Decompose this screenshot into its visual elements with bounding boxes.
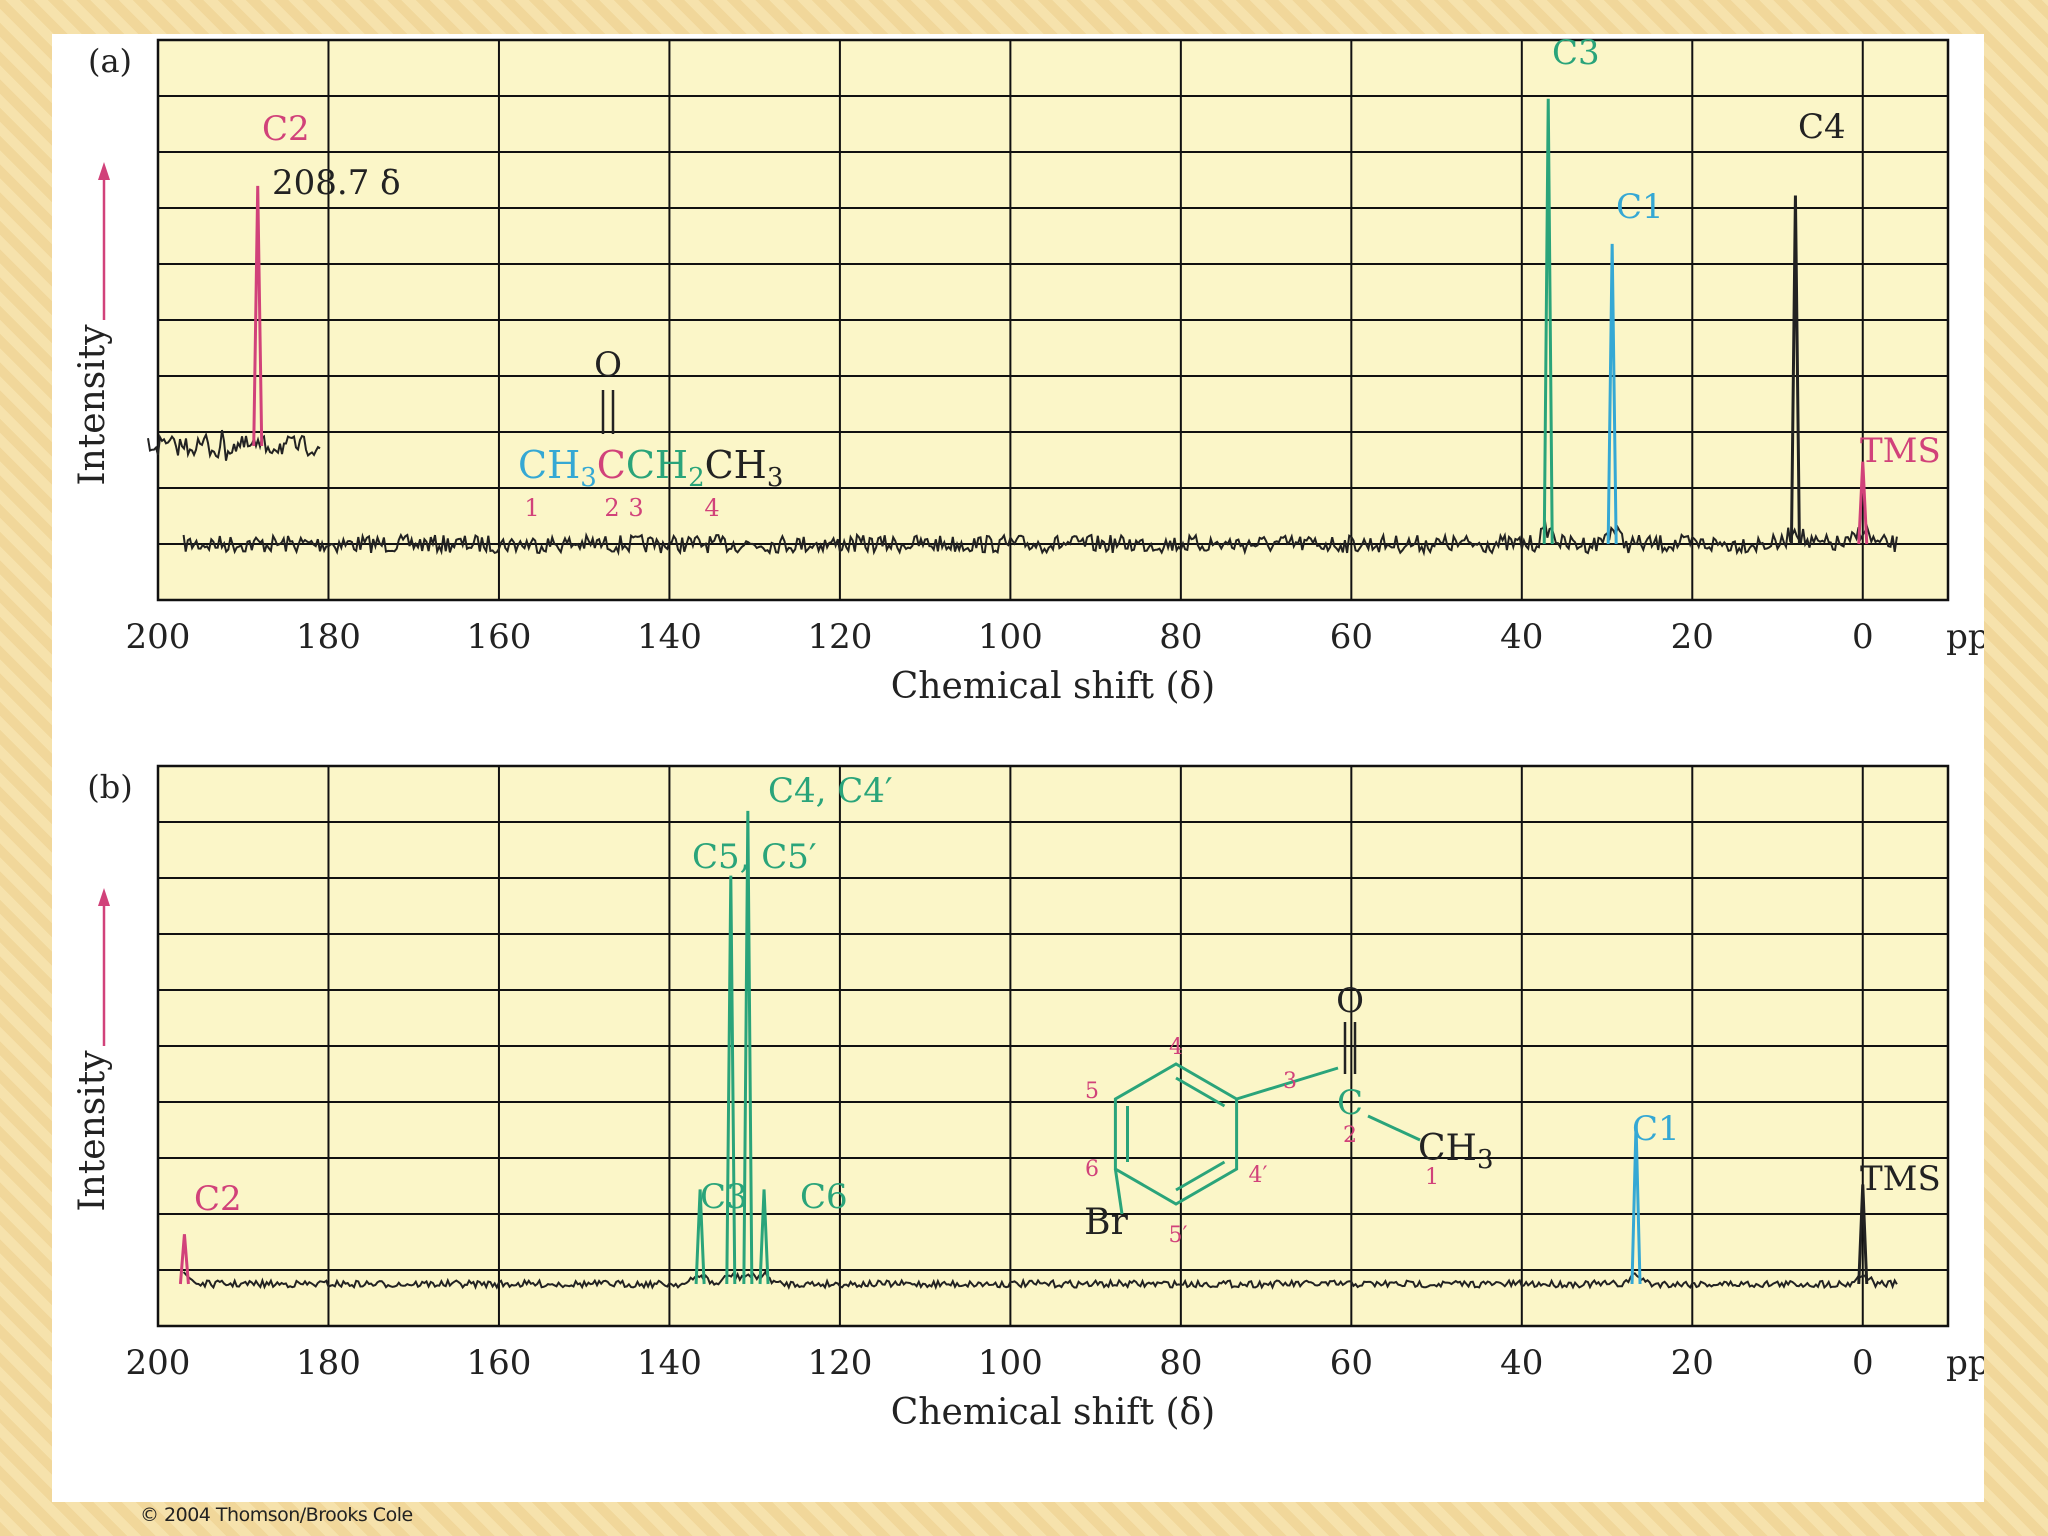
peak-label: C4, C4′ [768,771,893,811]
carbonyl-carbon: C [1337,1083,1363,1123]
panel-label: (b) [87,768,132,806]
atom-number: 1 [524,494,539,522]
x-axis-label: Chemical shift (δ) [891,666,1215,707]
formula: CH3CCH2CH3 [518,443,783,493]
oxygen-label: O [594,345,622,385]
baseline-trace [182,519,1898,557]
y-axis-label: Intensity [72,1050,113,1212]
axis-unit: ppm [1946,1343,1984,1383]
tick-label: 100 [978,1343,1043,1383]
tick-label: 80 [1159,1343,1202,1383]
spectrum-panel-a: 200180160140120100806040200ppmChemical s… [72,34,1984,707]
tick-label: 0 [1852,1343,1874,1383]
peak-c4-c4- [742,810,754,1285]
tick-label: 0 [1852,617,1874,657]
peak-label: C6 [800,1177,848,1217]
formula-part: CH [705,443,767,487]
x-axis-label: Chemical shift (δ) [891,1392,1215,1433]
atom-number: 3 [1283,1069,1297,1094]
tick-label: 120 [807,1343,872,1383]
tick-label: 80 [1159,617,1202,657]
peak-c3 [694,1189,706,1285]
bromine-label: Br [1084,1202,1128,1243]
methyl-subscript: 3 [1477,1145,1494,1175]
peak-c1 [1606,243,1618,545]
inset-trace [147,429,321,461]
atom-number: 5 [1085,1079,1099,1104]
tick-label: 140 [637,1343,702,1383]
atom-number: 2 [1343,1123,1357,1148]
peak-c2 [252,185,264,447]
plot-frame [156,764,1950,1328]
peak-label: C3 [1552,34,1600,73]
atom-number: 4 [1169,1035,1183,1060]
tick-label: 100 [978,617,1043,657]
tick-label: 20 [1671,617,1714,657]
tick-label: 160 [466,1343,531,1383]
peak-label: C2 [262,109,310,149]
br-bond [1113,1168,1124,1215]
figure-panel: 200180160140120100806040200ppmChemical s… [52,34,1984,1526]
tick-label: 40 [1500,1343,1543,1383]
formula-part: 3 [767,463,784,493]
peak-label: TMS [1860,431,1941,471]
tick-label: 140 [637,617,702,657]
copyright-notice: © 2004 Thomson/Brooks Cole [140,1504,413,1526]
peak-label: C4 [1798,107,1846,147]
peak-c6 [758,1189,770,1285]
oxygen-label: O [1336,981,1364,1021]
tick-label: 180 [296,617,361,657]
formula-part: 2 [688,463,705,493]
tick-label: 60 [1330,617,1373,657]
peak-label: C2 [194,1179,242,1219]
peak-c5-c5- [725,875,737,1285]
peak-label: C5, C5′ [692,837,817,877]
peak-label: C3 [700,1177,748,1217]
tick-label: 180 [296,1343,361,1383]
peak-c3 [1542,98,1554,545]
formula-part: 3 [580,463,597,493]
ring-double-bond [1175,1160,1226,1192]
peak-label: TMS [1860,1159,1941,1199]
atom-number: 6 [1085,1157,1099,1182]
formula-part: CH [518,443,580,487]
baseline-trace [182,1270,1898,1291]
axis-unit: ppm [1946,617,1984,657]
panel-label: (a) [88,42,132,80]
atom-number: 5′ [1169,1223,1188,1248]
y-axis-label: Intensity [72,324,113,486]
ring-double-bond [1175,1076,1226,1108]
tick-label: 120 [807,617,872,657]
formula-part: CH [626,443,688,487]
peak-label: C1 [1616,187,1664,227]
tick-label: 160 [466,617,531,657]
peak-c4 [1789,195,1801,545]
atom-number: 4 [704,494,719,522]
atom-number: 1 [1425,1165,1439,1190]
tick-label: 200 [126,617,191,657]
carbonyl-bond [1236,1066,1339,1101]
nmr-spectra-figure: 200180160140120100806040200ppmChemical s… [72,34,1984,1433]
methyl-bond [1367,1114,1421,1142]
peak-tms [1857,1184,1869,1285]
tick-label: 200 [126,1343,191,1383]
tick-label: 60 [1330,1343,1373,1383]
peak-tms [1857,461,1869,545]
spectrum-panel-b: 200180160140120100806040200ppmChemical s… [72,764,1984,1433]
y-axis-arrowhead [98,888,110,906]
peak-c1 [1630,1124,1642,1285]
y-axis-arrowhead [98,162,110,180]
peak-annotation: 208.7 δ [272,163,401,203]
atom-number: 4′ [1249,1163,1268,1188]
peak-label: C1 [1632,1109,1680,1149]
atom-number: 3 [628,494,643,522]
plot-frame [156,38,1950,602]
tick-label: 40 [1500,617,1543,657]
peak-c2 [178,1234,190,1285]
atom-number: 2 [604,494,619,522]
tick-label: 20 [1671,1343,1714,1383]
formula-part: C [597,443,626,487]
